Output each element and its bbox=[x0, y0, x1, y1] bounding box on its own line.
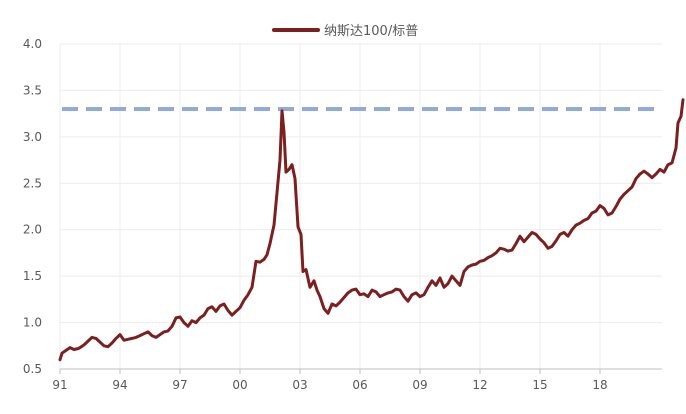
y-tick-label: 2.5 bbox=[23, 176, 42, 190]
x-tick-label: 15 bbox=[532, 378, 547, 392]
x-tick-label: 03 bbox=[292, 378, 307, 392]
y-tick-label: 2.0 bbox=[23, 223, 42, 237]
series-line-nasdaq100-sp500 bbox=[58, 98, 685, 362]
x-tick-label: 97 bbox=[172, 378, 187, 392]
legend-label: 纳斯达100/标普 bbox=[324, 24, 418, 39]
y-tick-label: 4.0 bbox=[23, 37, 42, 51]
x-tick-label: 91 bbox=[52, 378, 67, 392]
x-tick-label: 18 bbox=[592, 378, 607, 392]
y-tick-label: 0.5 bbox=[23, 362, 42, 376]
y-axis-ticks: 0.5 1.0 1.5 2.0 2.5 3.0 3.5 4.0 bbox=[23, 37, 42, 376]
x-tick-label: 09 bbox=[412, 378, 427, 392]
x-tick-label: 00 bbox=[232, 378, 247, 392]
x-tick-label: 06 bbox=[352, 378, 367, 392]
x-tick-label: 94 bbox=[112, 378, 127, 392]
y-tick-label: 1.0 bbox=[23, 316, 42, 330]
x-axis-ticks: 91 94 97 00 03 06 09 12 15 18 bbox=[52, 369, 608, 392]
y-tick-label: 3.5 bbox=[23, 83, 42, 97]
y-tick-label: 1.5 bbox=[23, 269, 42, 283]
grid-lines bbox=[59, 43, 662, 369]
chart-legend: 纳斯达100/标普 bbox=[272, 24, 418, 39]
y-tick-label: 3.0 bbox=[23, 130, 42, 144]
x-tick-label: 12 bbox=[472, 378, 487, 392]
